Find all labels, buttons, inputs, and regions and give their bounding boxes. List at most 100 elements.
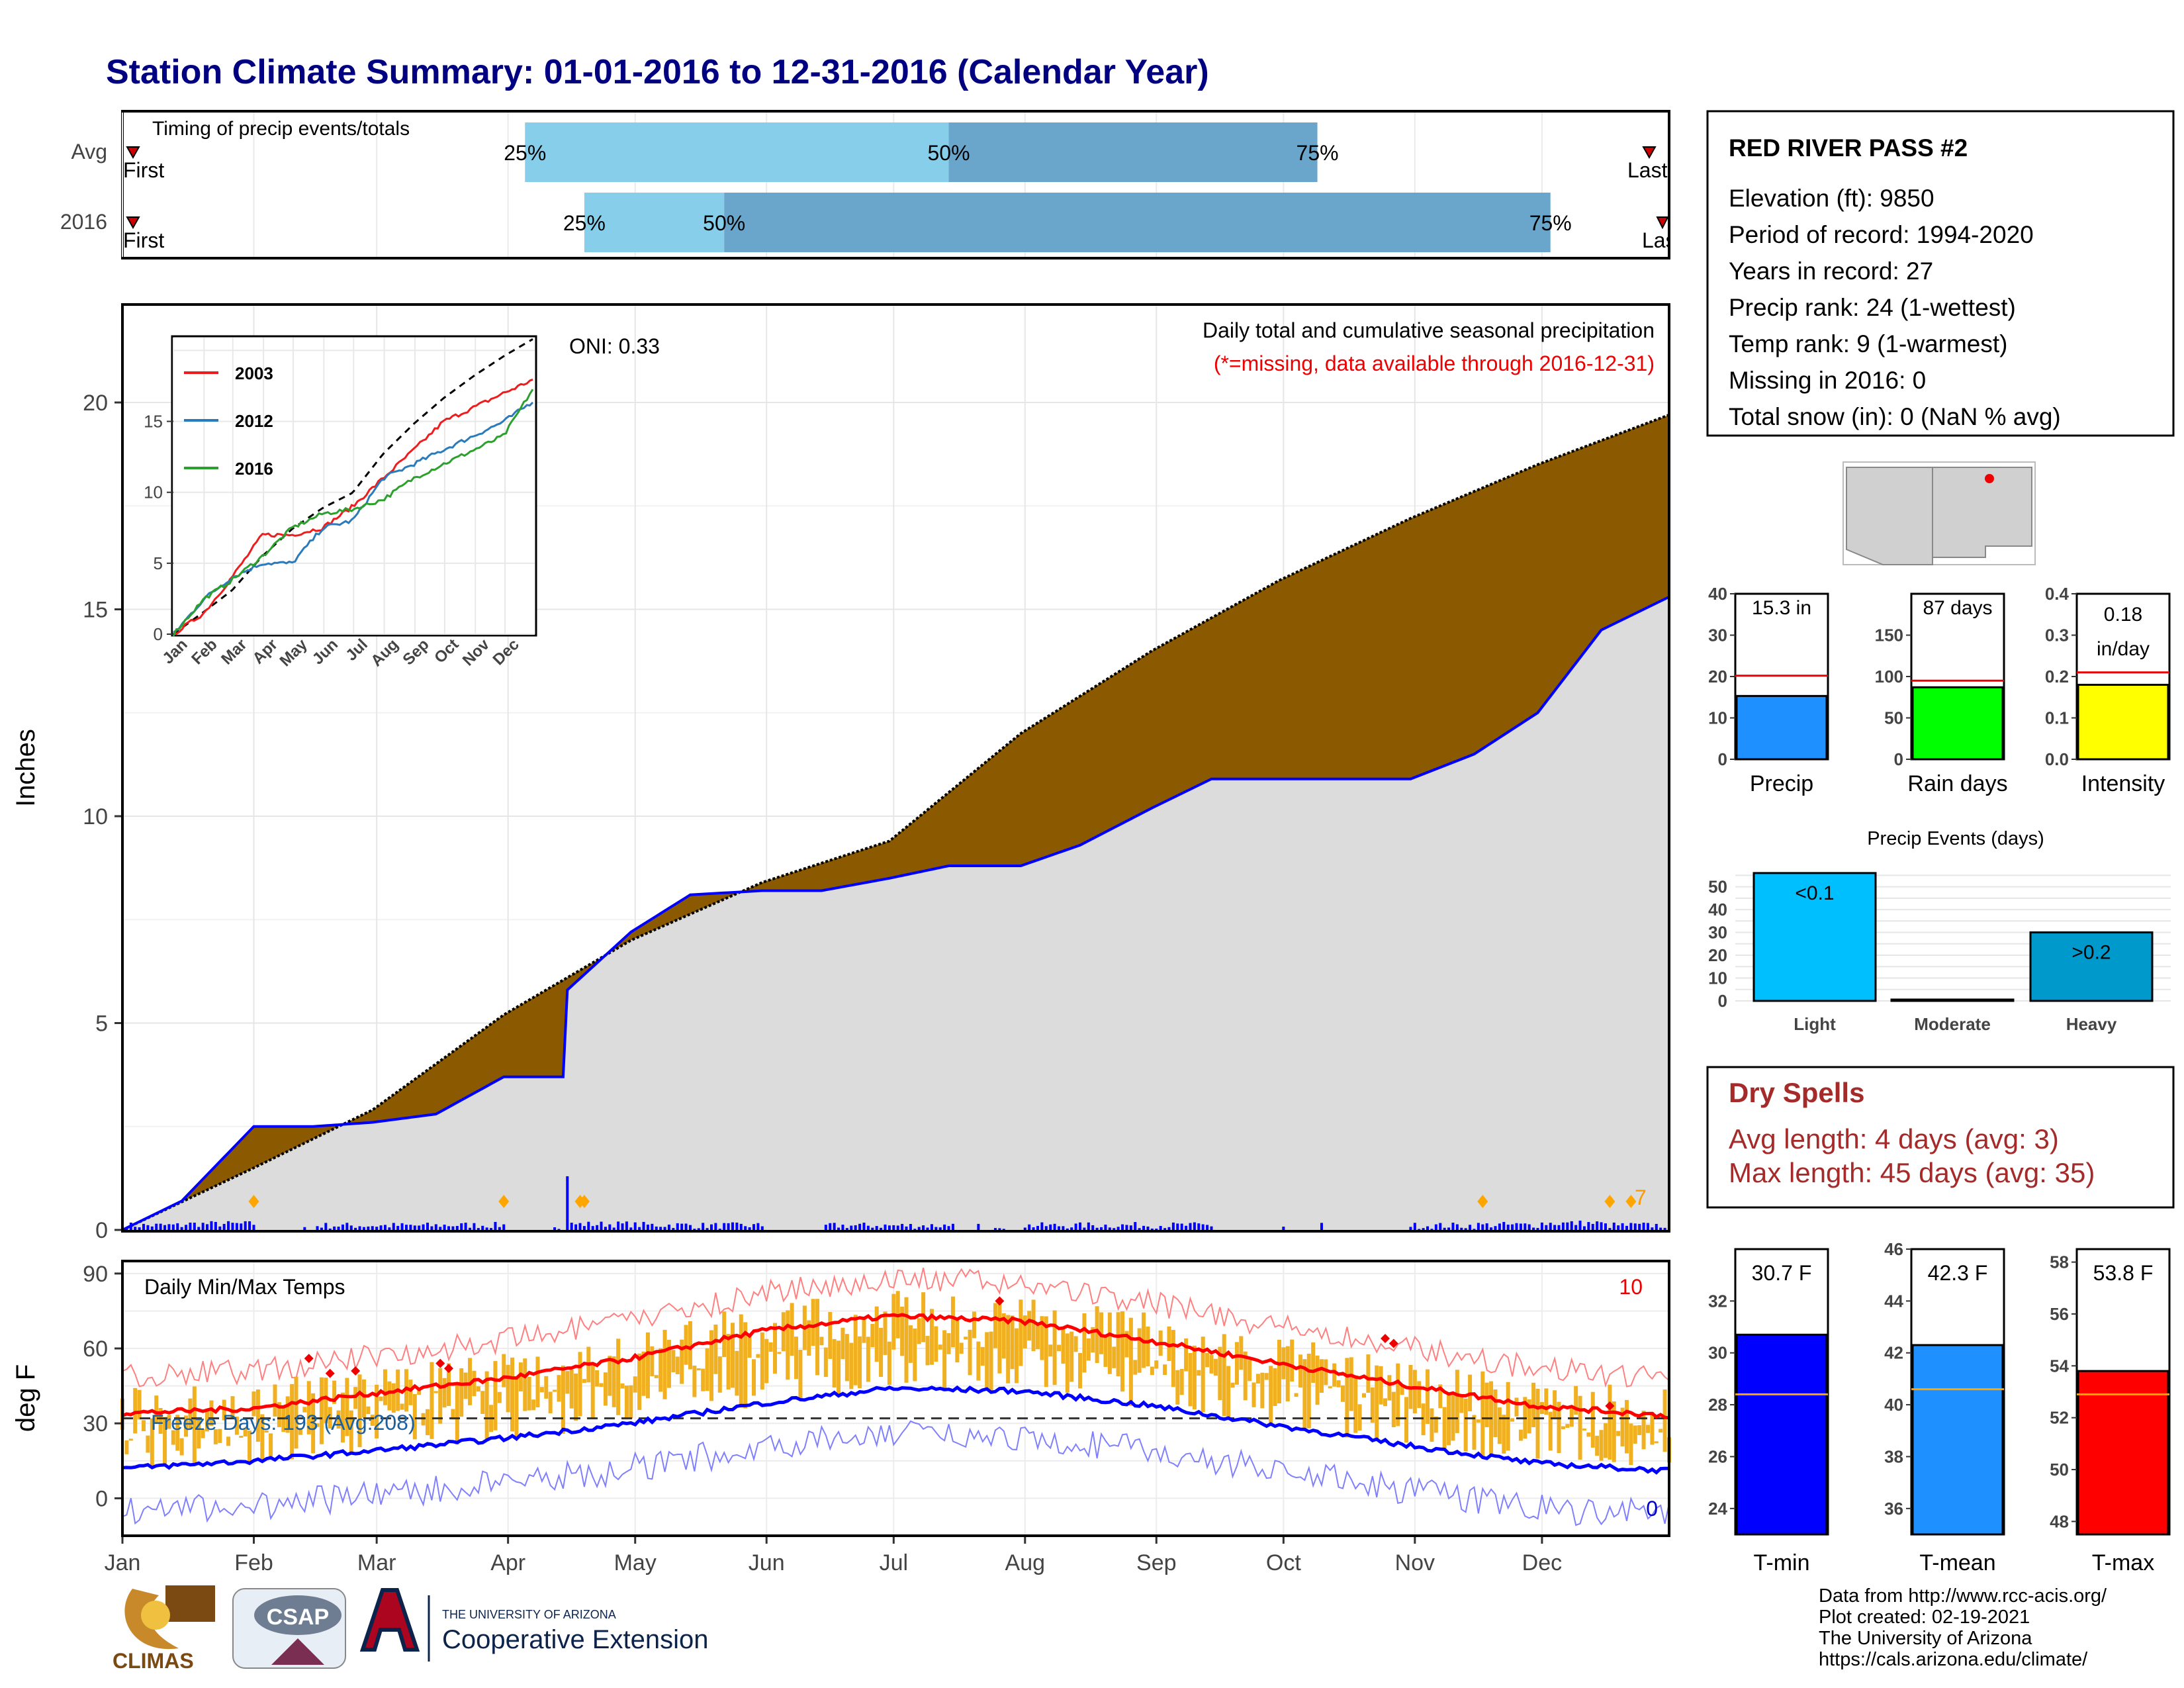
temp-range-bar: [1133, 1360, 1138, 1375]
month-label: May: [614, 1550, 657, 1575]
daily-precip-bar: [1561, 1222, 1565, 1230]
daily-precip-bar: [887, 1225, 891, 1230]
daily-precip-bar: [477, 1228, 480, 1230]
temp-range-bar: [1412, 1370, 1417, 1414]
daily-precip-bar: [138, 1227, 141, 1230]
temp-ytick-label: 30: [83, 1411, 108, 1436]
temp-range-bar: [506, 1364, 510, 1413]
daily-precip-bar: [447, 1226, 451, 1230]
temp-range-bar: [205, 1409, 210, 1432]
temp-range-bar: [599, 1383, 604, 1387]
daily-precip-bar: [201, 1223, 205, 1230]
credits: Data from http://www.rcc-acis.org/ Plot …: [1819, 1585, 2107, 1670]
daily-precip-bar: [735, 1222, 739, 1230]
temp-summary-label: T-min: [1754, 1550, 1810, 1575]
map-state-new-mexico: [1932, 467, 2032, 558]
temp-range-bar: [641, 1351, 646, 1396]
daily-precip-bar: [862, 1223, 866, 1230]
daily-precip-bar: [490, 1228, 493, 1230]
daily-precip-bar: [354, 1227, 357, 1230]
temp-range-bar: [730, 1323, 735, 1388]
temp-range-bar: [1599, 1430, 1604, 1461]
daily-precip-bar: [633, 1222, 637, 1230]
legend-label-2012: 2012: [235, 411, 273, 431]
temp-range-bar: [188, 1398, 193, 1430]
temp-range-bar: [1629, 1423, 1633, 1466]
temp-range-bar: [493, 1361, 498, 1430]
month-axis: Jan Feb Mar Apr May Jun Jul Aug Sep Oct Nov Dec: [105, 1536, 1562, 1575]
temp-range-bar: [1248, 1360, 1252, 1382]
daily-precip-bar: [1578, 1220, 1582, 1230]
temp-range-bar: [171, 1430, 175, 1445]
events-category-label: Light: [1794, 1014, 1836, 1034]
temp-range-bar: [230, 1396, 235, 1419]
temp-range-bar: [743, 1322, 748, 1409]
temp-range-bar: [853, 1315, 858, 1385]
temp-range-bar: [1404, 1397, 1409, 1443]
temp-range-bar: [510, 1357, 515, 1432]
temp-range-bar: [1112, 1346, 1116, 1368]
summary-ytick-label: 0.3: [2045, 626, 2069, 645]
precip-frame: [121, 303, 1670, 1233]
temp-range-bar: [917, 1318, 921, 1344]
temp-range-bar: [1514, 1397, 1519, 1417]
temp-range-bar: [582, 1379, 586, 1383]
temp-range-bar: [391, 1383, 396, 1413]
daily-precip-bar: [854, 1225, 857, 1230]
daily-precip-bar: [1524, 1223, 1527, 1230]
temp-range-bar: [1269, 1366, 1273, 1425]
precip-ytick-label: 20: [83, 391, 108, 416]
heavy-event-marker: [1625, 1195, 1637, 1208]
daily-precip-bar: [1418, 1229, 1421, 1230]
temp-range-bar: [1659, 1429, 1663, 1433]
inset-grid: [173, 338, 535, 635]
daily-precip-bar: [1044, 1226, 1048, 1230]
daily-precip-bar: [748, 1227, 751, 1230]
daily-precip-bar: [1490, 1227, 1493, 1230]
temp-range-bar: [417, 1390, 422, 1395]
daily-precip-bar: [1146, 1226, 1150, 1230]
daily-precip-bar: [604, 1227, 607, 1230]
events-ytick-label: 10: [1708, 968, 1727, 988]
temp-range-bar: [468, 1358, 473, 1405]
temp-range-bar: [993, 1303, 997, 1348]
temp-range-bar: [433, 1391, 438, 1393]
temp-range-bar: [858, 1336, 862, 1389]
avg-cumulative-line: [122, 413, 1670, 1231]
temp-range-bar: [938, 1344, 942, 1350]
daily-precip-bar: [1282, 1227, 1285, 1230]
temp-range-bar: [375, 1384, 379, 1438]
station-line-temp-rank: Temp rank: 9 (1-warmest): [1729, 330, 2008, 357]
daily-precip-bar: [1422, 1228, 1425, 1230]
temp-range-bar: [400, 1403, 404, 1410]
temp-range-bar: [760, 1332, 764, 1390]
events-bar: [2029, 931, 2154, 1002]
daily-precip-bar: [1023, 1227, 1026, 1230]
temp-range-bar: [311, 1393, 316, 1454]
temp-range-bar: [1375, 1365, 1379, 1439]
csap-mountain-icon: [271, 1638, 324, 1665]
temp-range-bar: [1192, 1345, 1197, 1410]
temp-range-bar: [866, 1336, 870, 1382]
daily-precip-bar: [1642, 1223, 1645, 1230]
daily-precip-bar: [1066, 1228, 1069, 1230]
temp-range-bar: [209, 1400, 214, 1427]
daily-precip-bar: [600, 1221, 603, 1230]
daily-precip-bar: [663, 1227, 666, 1230]
temp-range-bar: [565, 1371, 570, 1394]
avg-first-marker-icon: [126, 146, 140, 160]
temp-range-bar: [891, 1293, 896, 1350]
temp-range-bar: [370, 1415, 375, 1426]
temp-range-bar: [650, 1346, 655, 1377]
daily-precip-bar: [1540, 1222, 1543, 1230]
temp-range-bar: [1527, 1399, 1531, 1434]
daily-precip-bar: [379, 1225, 383, 1230]
summary-value-label: 15.3 in: [1752, 597, 1811, 619]
daily-precip-bar: [171, 1224, 175, 1230]
month-label: Feb: [234, 1550, 273, 1575]
daily-precip-bar: [240, 1223, 243, 1230]
temp-range-bar: [387, 1381, 392, 1411]
daily-precip-bar: [345, 1223, 349, 1230]
timing-row-label-2016: 2016: [60, 210, 107, 234]
daily-precip-bar: [1087, 1222, 1090, 1230]
